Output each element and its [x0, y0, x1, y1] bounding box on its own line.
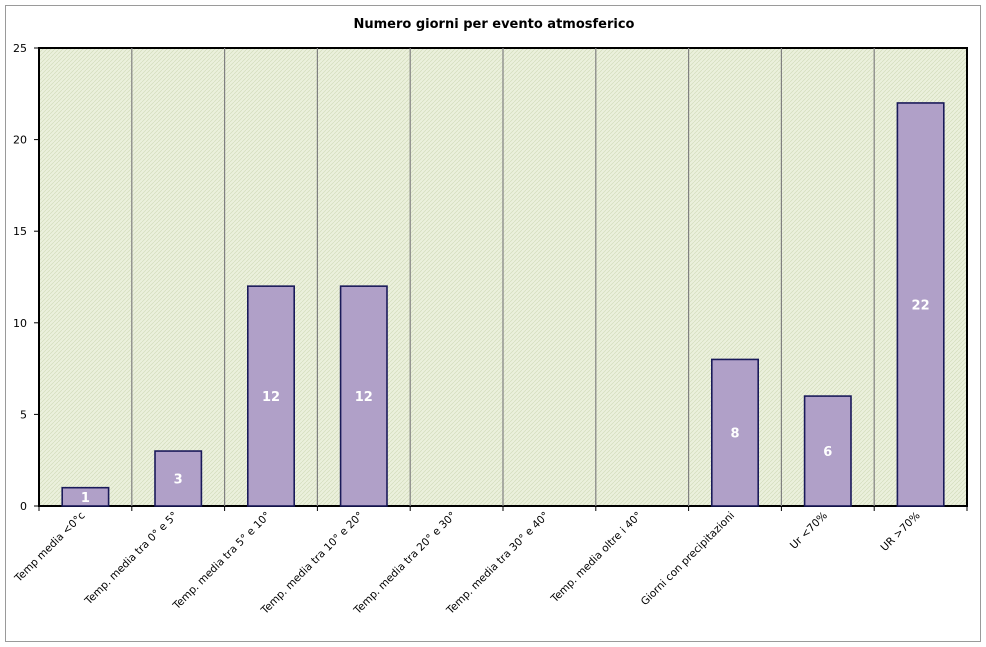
y-tick-label: 5: [20, 408, 27, 421]
chart-frame: Numero giorni per evento atmosferico 0 5 1…: [5, 5, 981, 642]
bar: [61, 486, 110, 507]
x-tick-label: Temp. media tra 20° e 30°: [351, 510, 459, 618]
x-tick-label: Temp. media tra 30° e 40°: [444, 510, 552, 618]
data-label: 8: [730, 427, 739, 442]
bar: [154, 450, 203, 507]
data-label: 12: [262, 390, 280, 405]
data-label: 22: [912, 298, 930, 313]
x-tick-label: Temp media <0°c: [12, 509, 88, 585]
data-label: 12: [355, 390, 373, 405]
y-tick-label: 25: [13, 42, 27, 55]
x-tick-label: UR >70%: [879, 510, 923, 554]
y-tick-label: 0: [20, 500, 27, 513]
bar-chart: Numero giorni per evento atmosferico 0 5 1…: [12, 17, 968, 618]
y-tick-label: 10: [13, 317, 27, 330]
x-tick-label: Giorni con precipitazioni: [639, 510, 737, 608]
x-tick-label: Temp. media tra 5° e 10°: [170, 510, 273, 613]
x-tick-label: Temp. media tra 0° e 5°: [82, 510, 180, 608]
x-tick-label: Temp. media oltre i 40°: [548, 510, 644, 606]
y-tick-label: 15: [13, 225, 27, 238]
x-tick-label: Temp. media tra 10° e 20°: [258, 510, 366, 618]
y-tick-label: 20: [13, 134, 27, 147]
bar: [710, 358, 759, 507]
data-label: 3: [174, 473, 183, 488]
x-tick-label: Ur <70%: [788, 510, 830, 552]
data-label: 1: [81, 491, 90, 506]
bar: [339, 285, 388, 507]
bar: [803, 395, 852, 507]
data-label: 6: [823, 445, 832, 460]
bar: [247, 285, 296, 507]
chart-title: Numero giorni per evento atmosferico: [354, 17, 635, 32]
bar: [896, 102, 945, 507]
